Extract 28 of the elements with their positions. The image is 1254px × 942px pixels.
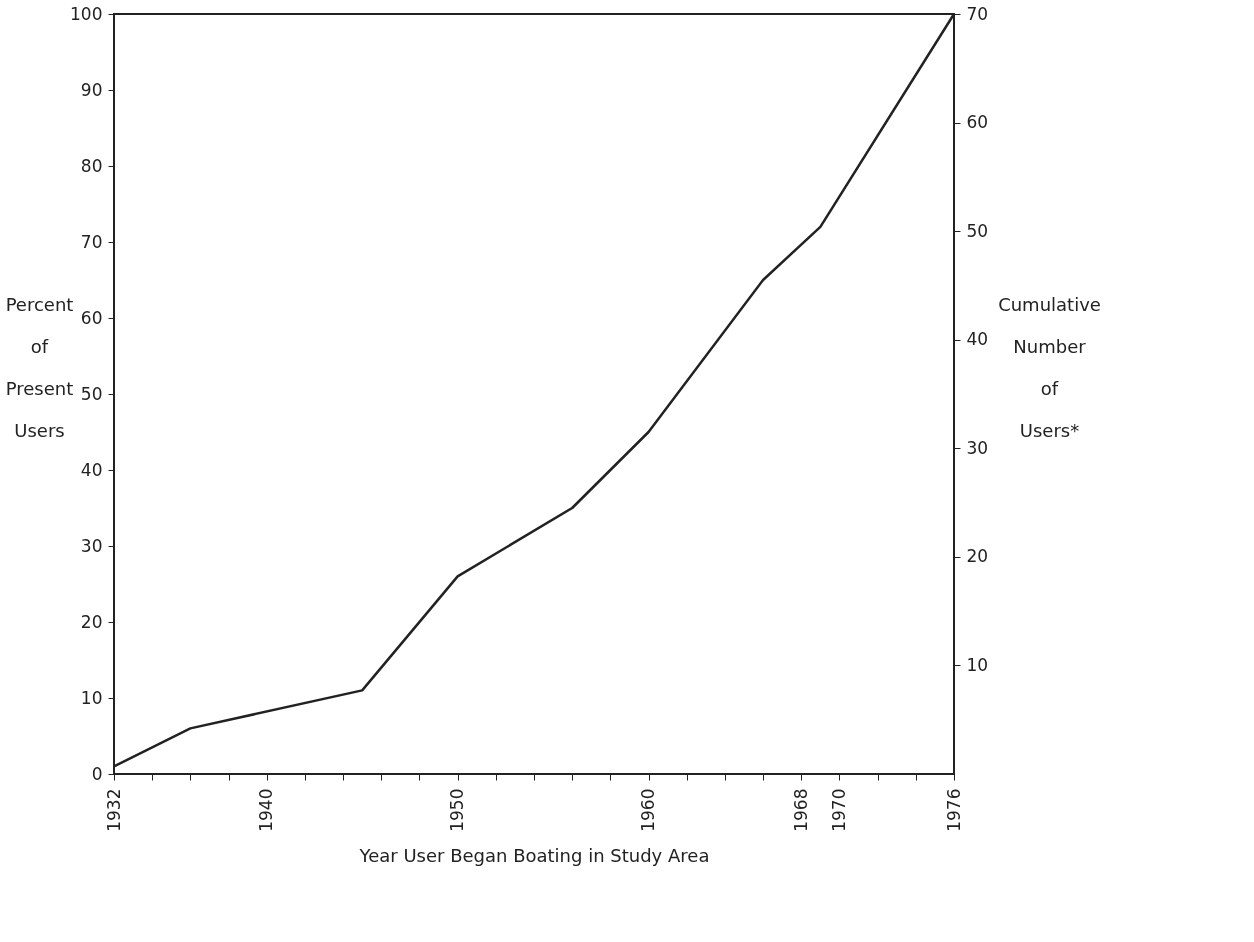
x-axis-title: Year User Began Boating in Study Area (358, 844, 710, 866)
y2-tick-label: 40 (966, 329, 989, 350)
x-tick-label: 1968 (790, 788, 811, 832)
y2-tick-label: 20 (966, 546, 989, 567)
x-tick-label: 1950 (447, 788, 468, 832)
y-tick-label: 50 (80, 383, 103, 404)
y2-tick-label: 70 (966, 3, 989, 24)
y2-tick-label: 10 (966, 654, 989, 675)
y-tick-label: 70 (80, 231, 103, 252)
y-tick-label: 90 (80, 79, 103, 100)
y-tick-label: 10 (80, 687, 103, 708)
y-tick-label: 20 (80, 611, 103, 632)
y2-tick-label: 50 (966, 220, 989, 241)
y-tick-label: 0 (91, 763, 103, 784)
x-tick-label: 1970 (828, 788, 849, 832)
y-tick-label: 80 (80, 155, 103, 176)
y2-tick-label: 60 (966, 112, 989, 133)
x-tick-label: 1960 (638, 788, 659, 832)
y2-axis-title: Cumulative Number of Users* (998, 293, 1101, 441)
y-tick-label: 100 (70, 3, 103, 24)
x-tick-label: 1932 (103, 788, 124, 832)
y2-tick-label: 30 (966, 437, 989, 458)
y-tick-label: 40 (80, 459, 103, 480)
x-tick-label: 1940 (256, 788, 277, 832)
y-tick-label: 30 (80, 535, 103, 556)
y-tick-label: 60 (80, 307, 103, 328)
x-tick-label: 1976 (943, 788, 964, 832)
y-axis-title: Percent of Present Users (5, 293, 74, 441)
